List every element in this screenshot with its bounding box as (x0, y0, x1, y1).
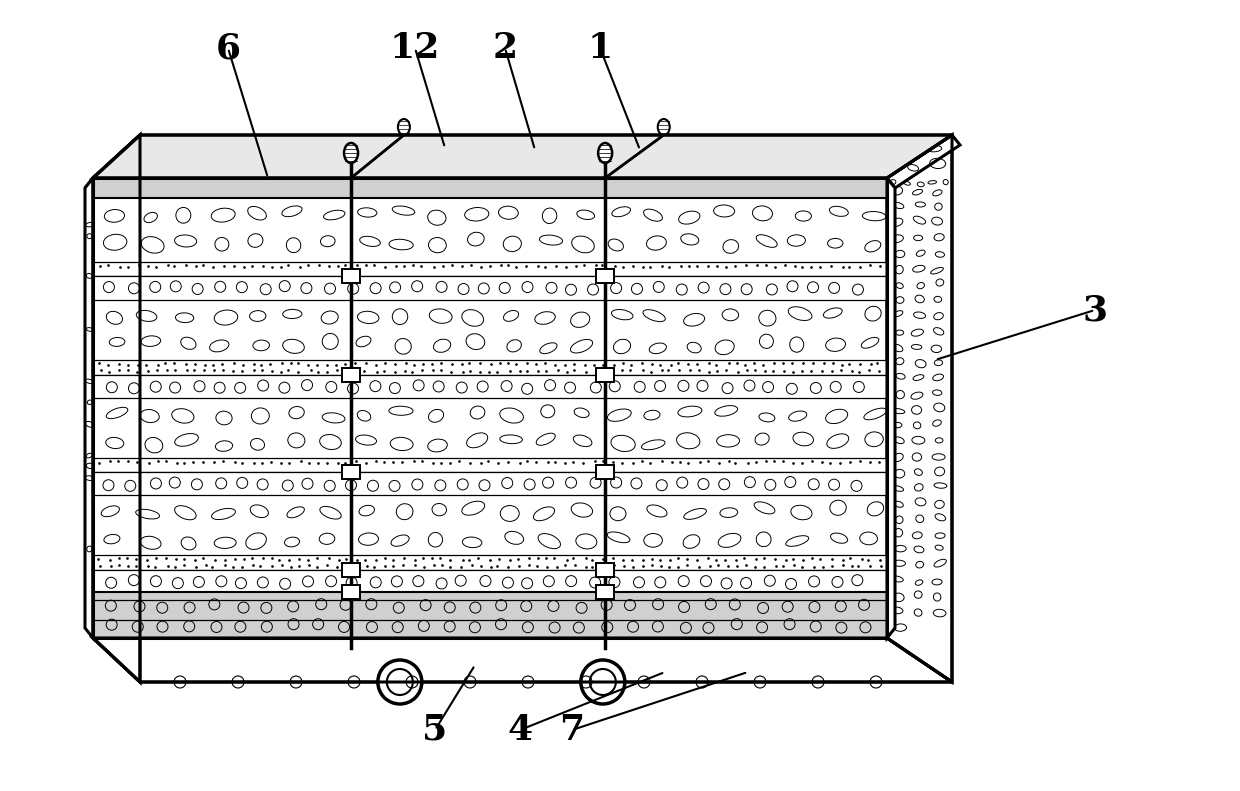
Bar (596, 465, 614, 479)
Ellipse shape (657, 119, 670, 135)
Bar (93, 178, 887, 198)
Bar (93, 198, 887, 262)
Polygon shape (887, 178, 895, 638)
Bar (93, 592, 887, 638)
Bar (342, 585, 360, 599)
Bar (93, 495, 887, 555)
Bar (93, 276, 887, 300)
Bar (93, 360, 887, 375)
Bar (93, 570, 887, 592)
Polygon shape (93, 135, 952, 178)
Bar (93, 398, 887, 458)
Text: 5: 5 (423, 713, 448, 747)
Circle shape (580, 660, 625, 704)
Ellipse shape (343, 143, 358, 163)
Text: 1: 1 (588, 31, 613, 65)
Bar (93, 472, 887, 495)
Polygon shape (86, 135, 140, 188)
Bar (596, 368, 614, 382)
Bar (342, 269, 360, 283)
Ellipse shape (398, 119, 410, 135)
Bar (342, 368, 360, 382)
Text: 2: 2 (492, 31, 517, 65)
Bar (342, 465, 360, 479)
Bar (93, 458, 887, 472)
Bar (596, 269, 614, 283)
Bar (93, 555, 887, 570)
Circle shape (378, 660, 422, 704)
Polygon shape (86, 178, 93, 638)
Bar (596, 563, 614, 577)
Text: 4: 4 (507, 713, 532, 747)
Bar (93, 300, 887, 360)
Bar (93, 375, 887, 398)
Text: 3: 3 (1083, 293, 1107, 327)
Text: 7: 7 (559, 713, 584, 747)
Polygon shape (887, 135, 952, 682)
Polygon shape (887, 135, 960, 188)
Polygon shape (93, 135, 140, 682)
Polygon shape (93, 638, 952, 682)
Bar (596, 585, 614, 599)
Bar (93, 262, 887, 276)
Text: 12: 12 (389, 31, 440, 65)
Text: 6: 6 (216, 31, 241, 65)
Bar (342, 563, 360, 577)
Ellipse shape (598, 143, 613, 163)
